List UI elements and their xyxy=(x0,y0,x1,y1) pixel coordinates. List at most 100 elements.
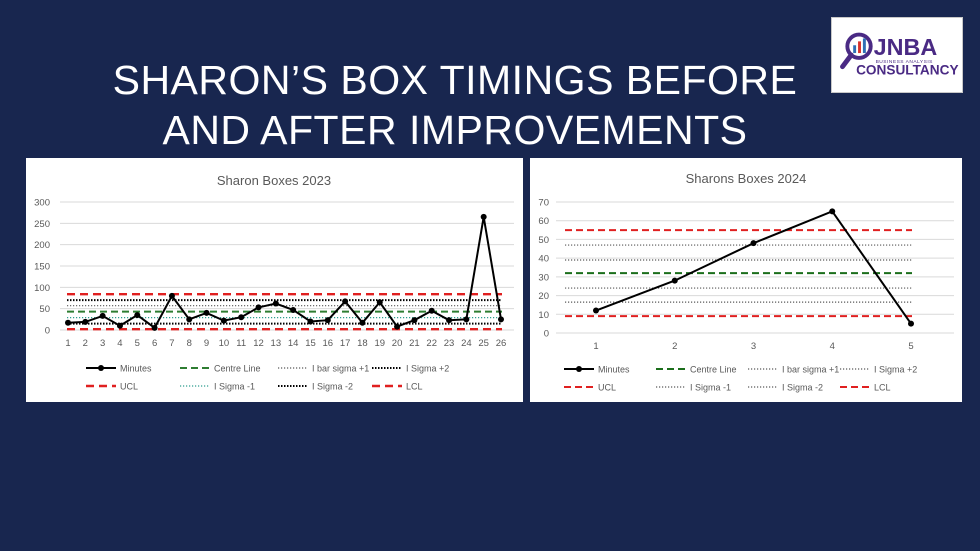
x-tick-label: 25 xyxy=(478,338,489,349)
legend-label: UCL xyxy=(120,382,138,392)
data-point xyxy=(829,208,836,215)
legend-label: I Sigma +2 xyxy=(874,365,917,375)
y-tick-label: 30 xyxy=(538,272,549,283)
data-point xyxy=(238,314,245,321)
x-tick-label: 2 xyxy=(672,341,677,352)
x-tick-label: 2 xyxy=(83,338,88,349)
slide-title: SHARON’S BOX TIMINGS BEFORE AND AFTER IM… xyxy=(60,55,850,155)
x-tick-label: 7 xyxy=(169,338,174,349)
data-point xyxy=(307,318,314,325)
slide-title-line-2: AND AFTER IMPROVEMENTS xyxy=(162,107,748,153)
x-tick-label: 6 xyxy=(152,338,157,349)
x-tick-label: 12 xyxy=(253,338,264,349)
x-tick-label: 3 xyxy=(100,338,105,349)
data-point xyxy=(116,322,123,329)
x-tick-label: 11 xyxy=(236,338,246,349)
x-tick-label: 5 xyxy=(135,338,140,349)
data-point xyxy=(203,309,210,316)
x-tick-label: 17 xyxy=(340,338,351,349)
x-tick-label: 13 xyxy=(271,338,282,349)
data-point xyxy=(99,312,106,319)
x-tick-label: 3 xyxy=(751,341,756,352)
x-tick-label: 10 xyxy=(219,338,230,349)
legend-label: I Sigma -2 xyxy=(782,383,823,393)
legend-label: Minutes xyxy=(598,365,630,375)
logo-graphic: JNBA BUSINESS ANALYSIS CONSULTANCY xyxy=(840,32,959,77)
y-tick-label: 50 xyxy=(39,304,50,315)
x-tick-label: 4 xyxy=(830,341,835,352)
legend-label: Centre Line xyxy=(214,364,261,374)
legend-label: Centre Line xyxy=(690,365,737,375)
x-tick-label: 21 xyxy=(409,338,420,349)
data-point xyxy=(376,299,383,306)
legend-label: UCL xyxy=(598,383,616,393)
data-point xyxy=(750,240,757,247)
x-tick-label: 9 xyxy=(204,338,209,349)
x-tick-label: 24 xyxy=(461,338,472,349)
company-logo: JNBA BUSINESS ANALYSIS CONSULTANCY xyxy=(831,17,963,93)
legend-marker xyxy=(98,365,104,371)
x-tick-label: 15 xyxy=(305,338,316,349)
legend-label: Minutes xyxy=(120,364,152,374)
data-point xyxy=(671,277,678,284)
minutes-series-line xyxy=(595,210,912,325)
data-point xyxy=(290,306,297,313)
legend-label: I Sigma -1 xyxy=(690,383,731,393)
y-tick-label: 300 xyxy=(34,198,50,209)
data-point xyxy=(908,320,914,327)
chart-panel-2023: Sharon Boxes 2023 0 50 100 150 200 250 300 1 2 3 4… xyxy=(26,158,523,402)
x-tick-label: 5 xyxy=(908,341,913,352)
x-tick-label: 16 xyxy=(323,338,334,349)
magnifier-bars-icon xyxy=(840,32,873,70)
y-tick-label: 200 xyxy=(34,240,50,251)
legend-label: I bar sigma +1 xyxy=(782,365,839,375)
data-point xyxy=(498,316,504,323)
logo-brand: JNBA xyxy=(874,34,938,60)
minutes-series-line xyxy=(67,216,502,330)
legend-label: I bar sigma +1 xyxy=(312,364,369,374)
x-tick-label: 1 xyxy=(593,341,598,352)
data-point xyxy=(186,316,193,323)
x-tick-label: 19 xyxy=(374,338,385,349)
x-tick-label: 22 xyxy=(426,338,437,349)
data-point xyxy=(463,316,470,323)
x-tick-label: 1 xyxy=(65,338,70,349)
y-tick-label: 50 xyxy=(538,235,549,246)
data-point xyxy=(359,319,366,326)
y-tick-label: 20 xyxy=(538,291,549,302)
data-point xyxy=(272,300,279,307)
chart-panel-2024: Sharons Boxes 2024 0 10 20 30 40 50 60 70 1 2 3 4 5 M… xyxy=(530,158,962,402)
chart-title: Sharons Boxes 2024 xyxy=(686,171,807,186)
data-point xyxy=(480,213,487,220)
y-tick-label: 0 xyxy=(544,329,549,340)
legend-label: I Sigma -1 xyxy=(214,382,255,392)
y-tick-label: 0 xyxy=(45,326,50,337)
data-point xyxy=(82,318,89,325)
legend-label: LCL xyxy=(874,383,891,393)
x-tick-label: 23 xyxy=(444,338,455,349)
logo-tagline: BUSINESS ANALYSIS xyxy=(876,59,934,65)
data-point xyxy=(394,323,401,330)
data-point xyxy=(342,298,349,305)
control-chart-2024: Sharons Boxes 2024 0 10 20 30 40 50 60 70 1 2 3 4 5 M… xyxy=(538,171,954,393)
x-tick-label: 8 xyxy=(187,338,192,349)
y-tick-label: 70 xyxy=(538,198,549,209)
data-point xyxy=(65,319,71,326)
x-tick-label: 18 xyxy=(357,338,368,349)
x-tick-label: 14 xyxy=(288,338,299,349)
chart-title: Sharon Boxes 2023 xyxy=(217,173,331,188)
y-tick-label: 250 xyxy=(34,219,50,230)
data-point xyxy=(446,317,453,324)
x-tick-label: 20 xyxy=(392,338,403,349)
data-point xyxy=(220,317,227,324)
legend-label: LCL xyxy=(406,382,423,392)
y-tick-label: 150 xyxy=(34,262,50,273)
data-point xyxy=(255,304,262,311)
x-tick-label: 4 xyxy=(117,338,122,349)
data-point xyxy=(428,307,435,314)
legend-label: I Sigma -2 xyxy=(312,382,353,392)
y-tick-label: 40 xyxy=(538,254,549,265)
slide-title-line-1: SHARON’S BOX TIMINGS BEFORE xyxy=(112,57,798,103)
y-tick-label: 10 xyxy=(538,310,549,321)
